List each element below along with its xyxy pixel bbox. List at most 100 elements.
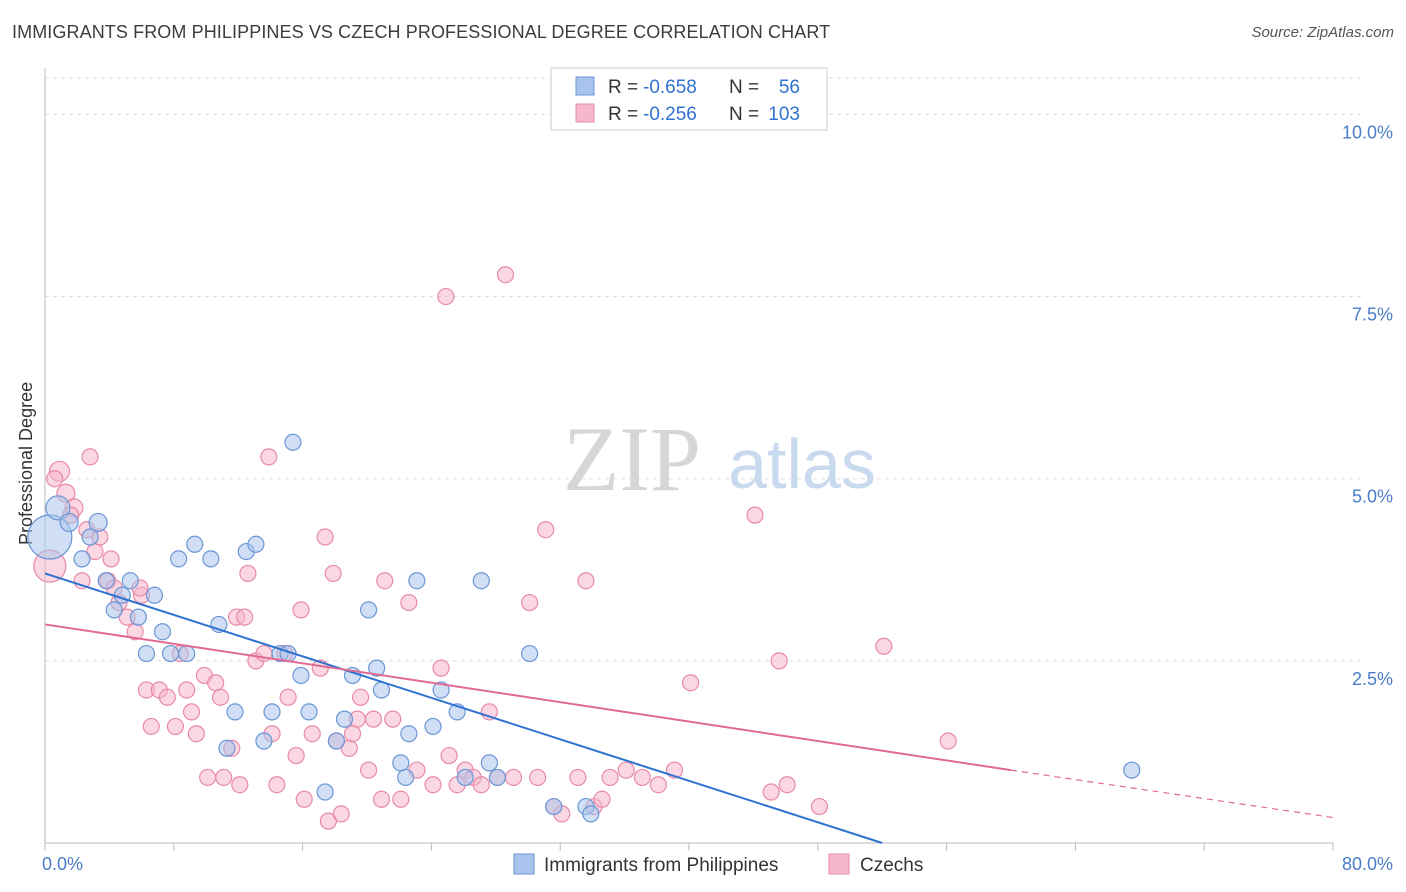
legend-box: R = -0.658 N = 56 R = -0.256 N = 103 [550, 67, 828, 131]
czechs-point [400, 593, 418, 612]
legend-r-label: R = [608, 104, 638, 125]
czechs-point [617, 761, 635, 779]
philippines-point [284, 433, 302, 451]
czechs-point [440, 746, 458, 765]
philippines-point [255, 732, 273, 750]
philippines-point [316, 783, 334, 801]
czechs-point [372, 790, 391, 808]
tick-labels: 2.5% 5.0% 7.5% 10.0% 0.0% 80.0% [42, 122, 1393, 874]
philippines-point [408, 572, 426, 590]
czechs-point [392, 790, 410, 808]
czechs-point [81, 448, 99, 466]
bottom-legend-label: Immigrants from Philippines [544, 855, 778, 876]
czechs-point [199, 768, 217, 787]
philippines-point [59, 512, 79, 533]
legend-n-label: N = [729, 104, 759, 125]
philippines-point [97, 572, 115, 590]
czechs-point [295, 790, 313, 808]
czechs-point [287, 746, 305, 765]
czechs-point [319, 812, 337, 830]
czechs-point [260, 448, 278, 466]
czechs-point [231, 776, 249, 794]
czechs-point [343, 725, 362, 743]
legend-n-label: N = [729, 77, 759, 98]
czechs-point [384, 710, 402, 728]
philippines-point [121, 572, 139, 590]
czechs-point [633, 768, 651, 787]
philippines-point [186, 535, 204, 553]
czechs-point [324, 564, 342, 583]
czechs-point [303, 725, 321, 743]
czechs-point [504, 768, 523, 787]
philippines-point [397, 768, 415, 787]
philippines-point [45, 495, 71, 521]
philippines-point [129, 608, 147, 626]
philippines-point [488, 768, 507, 787]
czechs-point [46, 470, 64, 488]
x-tick-label: 80.0% [1342, 854, 1393, 874]
philippines-point [424, 717, 442, 736]
czechs-point [292, 601, 310, 619]
legend-r-label: R = [608, 77, 638, 98]
czechs-point [601, 768, 619, 787]
czechs-point [360, 761, 378, 779]
czechs-point [939, 732, 957, 750]
czechs-point [746, 506, 764, 524]
czechs-point [207, 674, 225, 692]
czechs-point [424, 776, 442, 794]
philippines-point [81, 528, 99, 546]
czechs-point [770, 652, 788, 670]
bottom-legend: Immigrants from Philippines Czechs [513, 853, 923, 876]
czechs-point [577, 572, 595, 590]
czechs-point [537, 521, 555, 539]
y-tick-label: 5.0% [1352, 487, 1393, 507]
philippines-point [472, 572, 490, 590]
philippines-point [88, 512, 108, 533]
source-label: Source: ZipAtlas.com [1251, 24, 1394, 41]
czechs-point [182, 703, 201, 721]
philippines-point [392, 754, 410, 772]
czechs-points [33, 266, 957, 830]
czechs-point [142, 717, 160, 736]
czechs-point [376, 572, 394, 590]
philippines-trend-line [44, 572, 883, 844]
y-tick-label: 2.5% [1352, 669, 1393, 689]
czechs-point [432, 659, 450, 677]
czechs-point [178, 681, 196, 699]
philippines-point [202, 550, 220, 568]
trend-lines [44, 572, 1334, 844]
czechs-point [158, 688, 176, 706]
philippines-point [292, 666, 310, 685]
czechs-point [762, 783, 780, 801]
philippines-point [360, 601, 378, 619]
y-tick-label: 7.5% [1352, 305, 1393, 325]
bottom-legend-swatch-blue [513, 853, 535, 875]
czechs-point [268, 776, 286, 794]
philippines-points [27, 433, 1141, 823]
philippines-point [218, 739, 236, 757]
bottom-legend-label: Czechs [860, 855, 923, 876]
czechs-point [332, 805, 350, 823]
philippines-point [145, 586, 164, 604]
philippines-point [432, 681, 450, 699]
czechs-point [472, 776, 490, 794]
philippines-point [263, 703, 281, 721]
philippines-point [153, 623, 172, 641]
legend-r-value: -0.658 [643, 77, 697, 98]
czechs-point [316, 528, 334, 546]
legend-n-value: 56 [779, 77, 800, 98]
czechs-point [496, 266, 515, 284]
czechs-point [649, 776, 668, 794]
philippines-point [226, 703, 244, 721]
czechs-point [682, 674, 700, 692]
philippines-point [247, 535, 265, 553]
y-tick-label: 10.0% [1342, 122, 1393, 142]
czechs-trend-extension [1010, 769, 1334, 819]
chart-title: IMMIGRANTS FROM PHILIPPINES VS CZECH PRO… [12, 22, 831, 42]
czechs-point [875, 637, 893, 655]
czechs-point [364, 710, 383, 728]
philippines-point [582, 805, 600, 823]
philippines-point [1123, 761, 1141, 779]
philippines-point [521, 644, 539, 663]
x-tick-label: 0.0% [42, 854, 83, 874]
